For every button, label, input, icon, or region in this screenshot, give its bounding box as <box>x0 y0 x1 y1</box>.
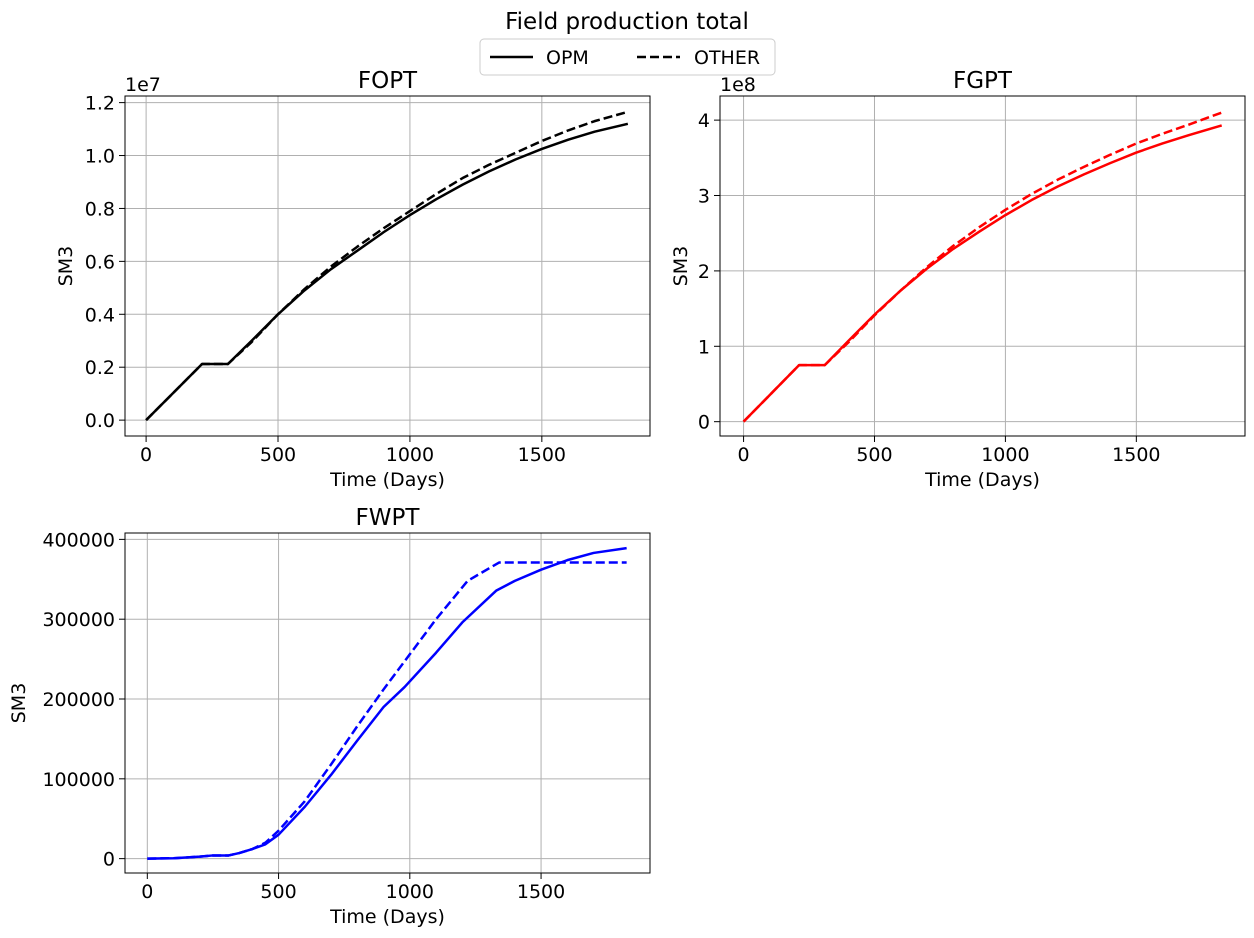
y-tick-label: 1 <box>698 336 710 358</box>
y-offset-label: 1e7 <box>125 74 161 96</box>
x-axis-label: Time (Days) <box>329 469 445 491</box>
legend-label-opm: OPM <box>546 47 589 69</box>
legend-frame <box>479 38 776 76</box>
axes-frame <box>124 95 651 437</box>
series-line-opm <box>742 124 1223 423</box>
figure-title: Field production total <box>505 9 749 35</box>
x-tick-label: 1000 <box>981 444 1029 466</box>
y-tick-label: 0 <box>698 412 710 434</box>
y-tick-label: 100000 <box>42 769 115 791</box>
y-axis-label: SM3 <box>55 246 77 287</box>
y-tick-label: 300000 <box>42 609 115 631</box>
y-tick-label: 0.0 <box>85 410 115 432</box>
y-axis-label: SM3 <box>8 683 30 724</box>
chart-fopt: 0 500 1000 1500 0.0 0.2 0.4 0.6 0.8 1.0 1.2 FOPT Tim… <box>55 68 651 491</box>
y-tick-label: 0.6 <box>85 251 115 273</box>
y-offset-label: 1e8 <box>720 74 756 96</box>
series-line-other <box>742 111 1223 423</box>
axes-frame <box>719 95 1246 437</box>
y-tick-label: 200000 <box>42 689 115 711</box>
x-tick-label: 1000 <box>386 881 434 903</box>
y-tick-label: 3 <box>698 186 710 208</box>
figure-legend: OPM OTHER <box>479 38 776 76</box>
x-tick-label: 0 <box>140 444 152 466</box>
x-tick-label: 1500 <box>517 881 565 903</box>
x-tick-label: 500 <box>260 881 296 903</box>
x-axis-label: Time (Days) <box>924 469 1040 491</box>
series-line-other <box>145 110 629 422</box>
x-tick-label: 1000 <box>386 444 434 466</box>
y-tick-label: 400000 <box>42 529 115 551</box>
x-tick-label: 0 <box>141 881 153 903</box>
chart-fwpt: 0 500 1000 1500 0 100000 200000 300000 400000 FWP… <box>8 505 651 928</box>
y-tick-label: 0.4 <box>85 304 115 326</box>
chart-title: FOPT <box>358 68 418 94</box>
y-axis-label: SM3 <box>670 246 692 287</box>
axes-frame <box>124 532 651 874</box>
y-tick-label: 2 <box>698 261 710 283</box>
chart-fgpt: 0 500 1000 1500 0 1 2 3 4 FGPT Time (Days) SM3 1e8 <box>670 68 1246 491</box>
y-tick-label: 1.2 <box>85 93 115 115</box>
y-tick-label: 0 <box>103 849 115 871</box>
x-tick-label: 1500 <box>1112 444 1160 466</box>
x-tick-label: 500 <box>260 444 296 466</box>
chart-title: FWPT <box>356 505 421 531</box>
series-line-opm <box>145 122 629 422</box>
x-tick-label: 1500 <box>518 444 566 466</box>
x-tick-label: 500 <box>856 444 892 466</box>
y-tick-label: 4 <box>698 110 710 132</box>
y-tick-label: 1.0 <box>85 146 115 168</box>
chart-title: FGPT <box>953 68 1013 94</box>
x-tick-label: 0 <box>738 444 750 466</box>
x-axis-label: Time (Days) <box>329 906 445 928</box>
series-line-other <box>147 561 627 860</box>
series-line-opm <box>147 546 627 860</box>
legend-label-other: OTHER <box>694 47 760 69</box>
y-tick-label: 0.8 <box>85 198 115 220</box>
y-tick-label: 0.2 <box>85 357 115 379</box>
